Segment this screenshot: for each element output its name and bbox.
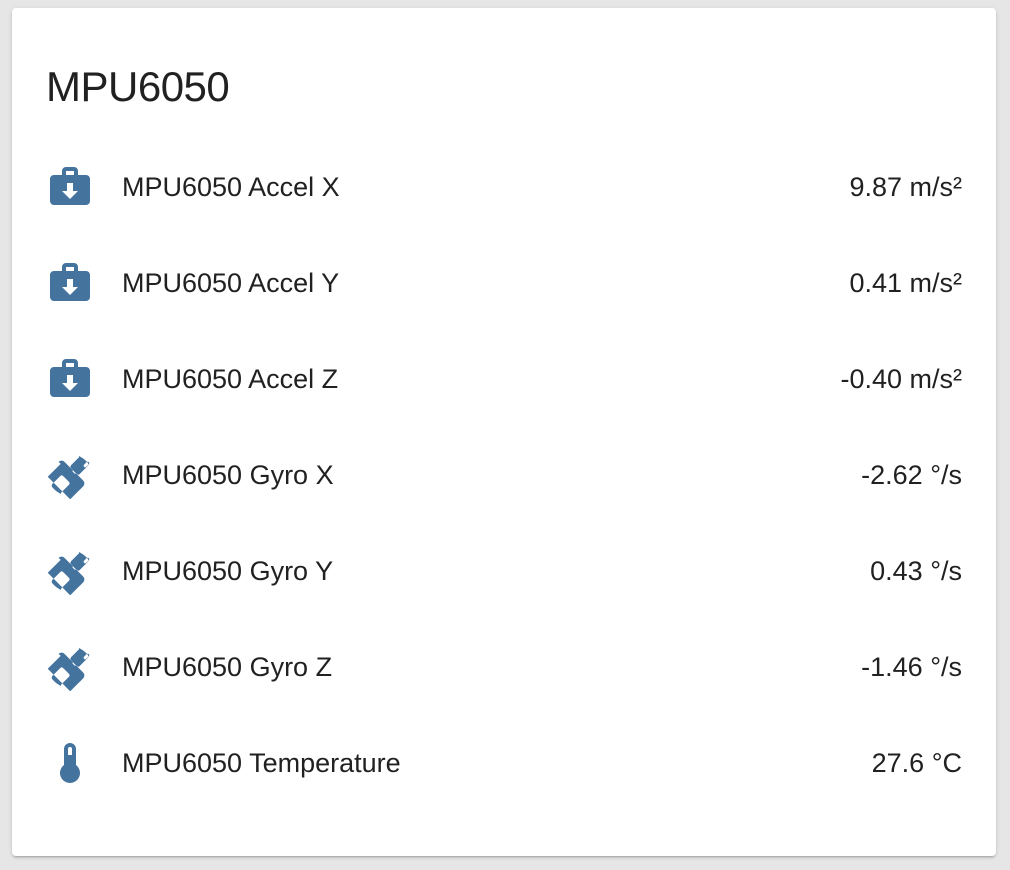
entity-name: MPU6050 Accel X bbox=[122, 172, 340, 202]
entity-state[interactable]: -2.62 °/s bbox=[861, 460, 962, 490]
entity-row[interactable]: MPU6050 Gyro X -2.62 °/s bbox=[46, 427, 962, 523]
entity-name: MPU6050 Accel Y bbox=[122, 268, 340, 298]
entities-card: MPU6050 MPU6050 Accel X 9.87 m/s² MPU605… bbox=[12, 8, 996, 856]
entity-name: MPU6050 Temperature bbox=[122, 748, 401, 778]
briefcase-download-icon bbox=[46, 163, 94, 211]
screen-rotation-icon bbox=[46, 547, 94, 595]
screen-rotation-icon bbox=[46, 451, 94, 499]
entity-row[interactable]: MPU6050 Gyro Z -1.46 °/s bbox=[46, 619, 962, 715]
entity-state[interactable]: -1.46 °/s bbox=[861, 652, 962, 682]
entity-state[interactable]: 27.6 °C bbox=[871, 748, 962, 778]
entity-name: MPU6050 Gyro X bbox=[122, 460, 334, 490]
entities-list: MPU6050 Accel X 9.87 m/s² MPU6050 Accel … bbox=[12, 111, 996, 811]
entity-row[interactable]: MPU6050 Temperature 27.6 °C bbox=[46, 715, 962, 811]
entity-state[interactable]: 0.43 °/s bbox=[870, 556, 962, 586]
entity-state[interactable]: 0.41 m/s² bbox=[849, 268, 962, 298]
entity-row[interactable]: MPU6050 Accel X 9.87 m/s² bbox=[46, 139, 962, 235]
briefcase-download-icon bbox=[46, 355, 94, 403]
thermometer-icon bbox=[46, 739, 94, 787]
entity-state[interactable]: 9.87 m/s² bbox=[849, 172, 962, 202]
entity-state[interactable]: -0.40 m/s² bbox=[840, 364, 962, 394]
card-title: MPU6050 bbox=[46, 63, 230, 110]
entity-row[interactable]: MPU6050 Gyro Y 0.43 °/s bbox=[46, 523, 962, 619]
entity-row[interactable]: MPU6050 Accel Y 0.41 m/s² bbox=[46, 235, 962, 331]
briefcase-download-icon bbox=[46, 259, 94, 307]
entity-name: MPU6050 Gyro Z bbox=[122, 652, 333, 682]
screen-rotation-icon bbox=[46, 643, 94, 691]
entity-row[interactable]: MPU6050 Accel Z -0.40 m/s² bbox=[46, 331, 962, 427]
entity-name: MPU6050 Accel Z bbox=[122, 364, 339, 394]
entity-name: MPU6050 Gyro Y bbox=[122, 556, 334, 586]
